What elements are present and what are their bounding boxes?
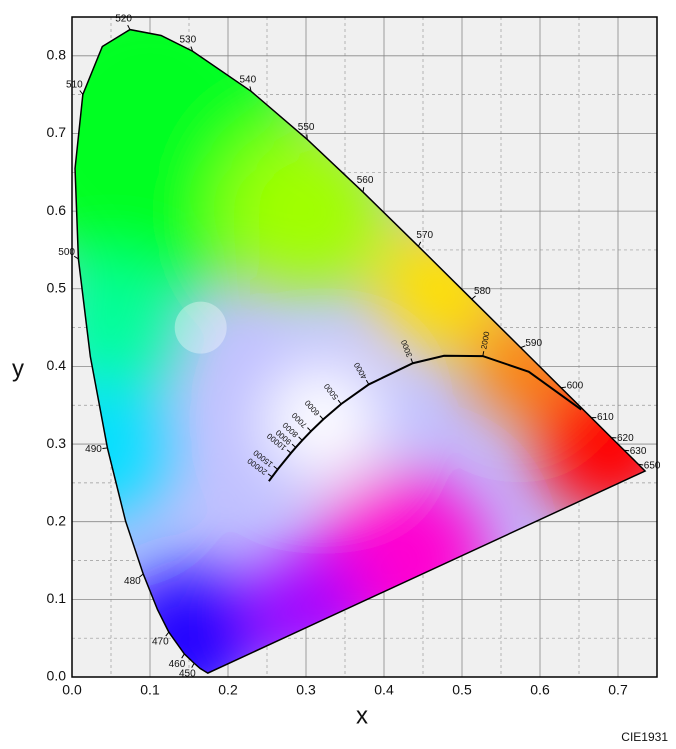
wavelength-tick [181,653,185,659]
wavelength-tick [249,86,252,92]
wavelength-label: 550 [298,122,315,133]
wavelength-label: 630 [630,446,647,457]
temperature-tick [286,449,292,454]
temperature-tick [410,358,414,364]
wavelength-label: 500 [58,247,75,258]
wavelength-label: 590 [525,338,542,349]
wavelength-tick [191,663,195,668]
plot-border [71,16,658,678]
wavelength-tick [73,255,79,260]
y-tick-label: 0.7 [47,124,67,140]
wavelength-tick [638,463,644,466]
wavelength-label: 480 [124,576,141,587]
caption: CIE1931 [621,730,668,744]
temperature-tick [337,399,342,405]
x-tick-label: 0.6 [530,682,550,698]
wavelength-label: 610 [597,412,614,423]
y-tick-label: 0.5 [47,279,67,295]
wavelength-tick [190,46,194,52]
wavelength-label: 650 [644,461,661,472]
wavelength-tick [127,24,131,30]
wavelength-tick [165,631,170,637]
temperature-tick [319,415,324,420]
spectral-locus [74,28,647,674]
wavelength-label: 490 [85,444,102,455]
wavelength-label: 560 [357,175,374,186]
wavelength-label: 540 [240,74,257,85]
y-tick-label: 0.3 [47,435,67,451]
x-tick-label: 0.0 [62,682,82,698]
wavelength-tick [560,386,567,389]
wavelength-tick [362,187,365,193]
temperature-tick [307,427,312,432]
temperature-tick [267,473,273,478]
x-tick-label: 0.2 [218,682,238,698]
x-tick-label: 0.5 [452,682,472,698]
y-tick-label: 0.1 [47,590,67,606]
wavelength-tick [520,345,526,349]
y-tick-label: 0.4 [47,357,67,373]
wavelength-label: 580 [474,286,491,297]
temperature-tick [365,379,370,385]
wavelength-label: 520 [115,14,132,25]
wavelength-tick [139,573,144,578]
x-tick-label: 0.3 [296,682,316,698]
highlight-point [174,301,227,354]
wavelength-label: 600 [567,381,584,392]
y-tick-label: 0.2 [47,512,67,528]
y-tick-label: 0.0 [47,668,67,684]
wavelength-tick [471,295,476,300]
wavelength-label: 460 [169,659,186,670]
temperature-tick [482,351,485,357]
wavelength-tick [417,241,422,247]
x-tick-label: 0.1 [140,682,160,698]
wavelength-label: 510 [66,80,83,91]
y-tick-label: 0.6 [47,202,67,218]
y-tick-label: 0.8 [47,47,67,63]
wavelength-label: 470 [152,636,169,647]
temperature-label: 2000 [479,330,491,350]
wavelength-label: 620 [617,433,634,444]
wavelength-tick [102,447,108,450]
temperature-tick [291,443,297,448]
x-tick-label: 0.7 [608,682,628,698]
wavelength-label: 530 [179,35,196,46]
wavelength-label: 450 [179,668,196,679]
temperature-tick [298,436,303,441]
x-axis-label: x [356,702,368,729]
y-axis-label: y [12,355,24,382]
x-tick-label: 0.4 [374,682,394,698]
wavelength-label: 570 [416,230,433,241]
wavelength-tick [79,90,84,95]
temperature-tick [273,465,278,470]
